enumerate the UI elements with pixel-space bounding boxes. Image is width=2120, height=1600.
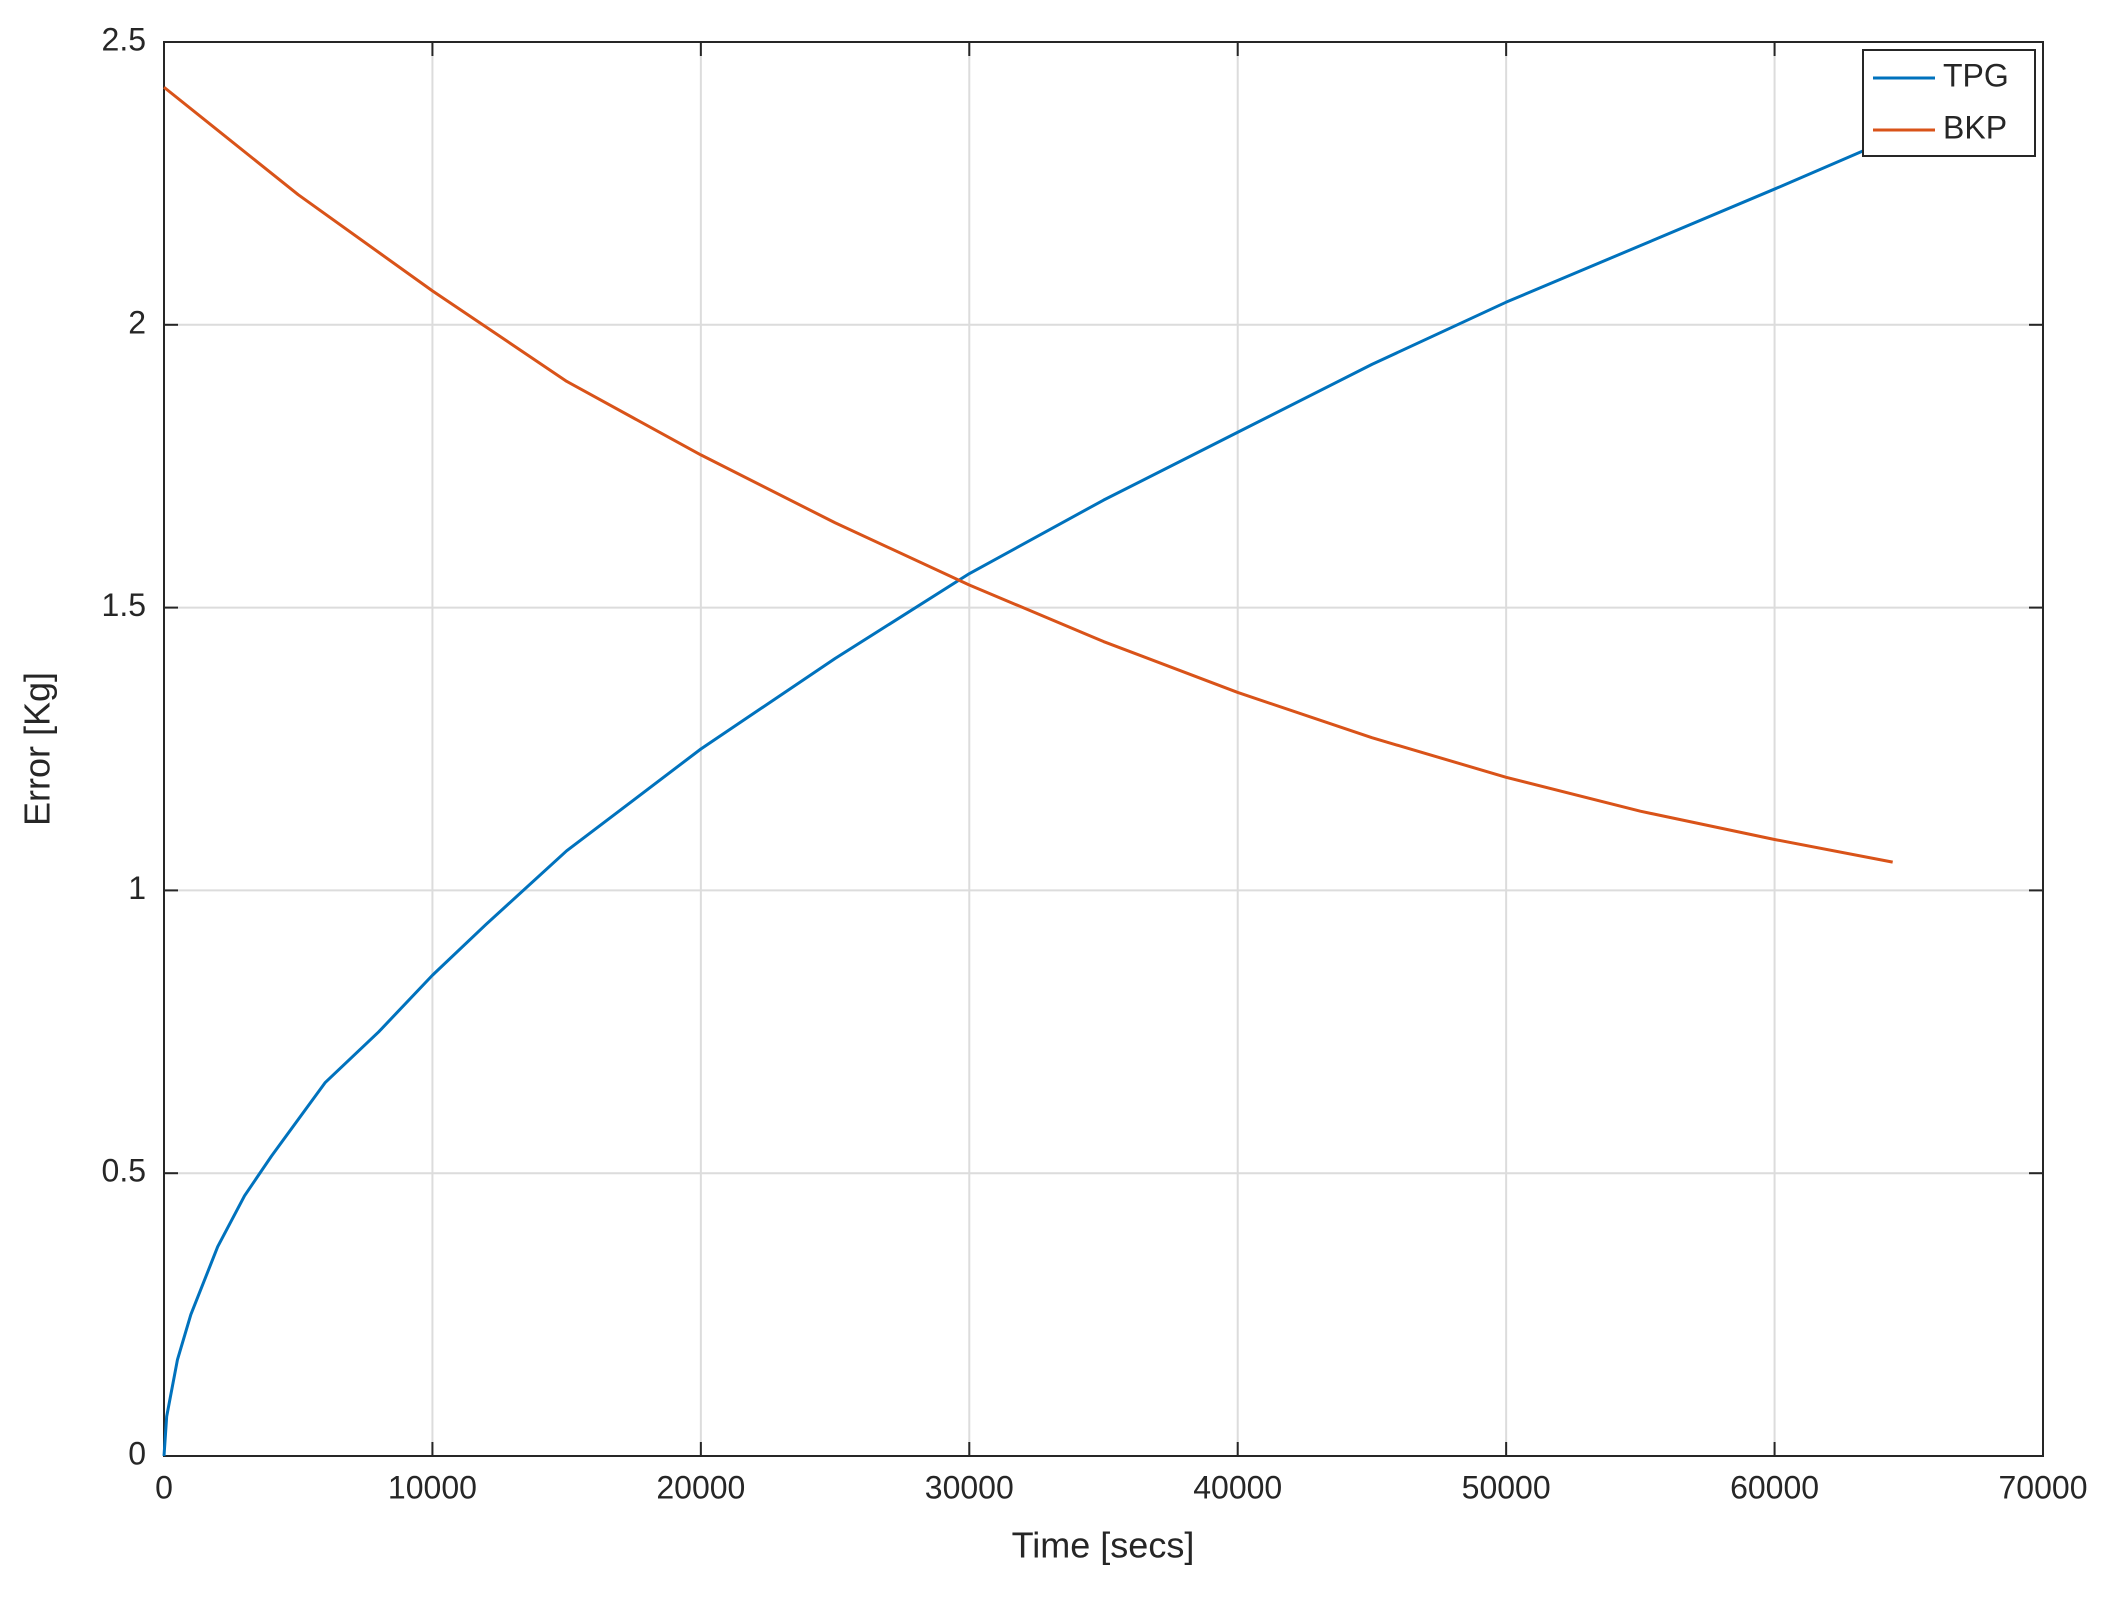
x-tick-label: 50000: [1462, 1469, 1551, 1505]
x-tick-label: 30000: [925, 1469, 1014, 1505]
plot-frame: [163, 41, 2044, 1457]
x-tick-label: 0: [155, 1469, 173, 1505]
y-tick-label: 0: [128, 1435, 146, 1471]
y-tick-label: 2: [128, 304, 146, 340]
x-tick-label: 10000: [388, 1469, 477, 1505]
x-tick-label: 70000: [1999, 1469, 2088, 1505]
series-line: [163, 86, 1893, 864]
x-tick-label: 60000: [1730, 1469, 1819, 1505]
x-axis-label: Time [secs]: [1012, 1525, 1195, 1566]
legend-label: TPG: [1943, 57, 2009, 93]
y-axis-label: Error [Kg]: [17, 672, 58, 826]
series-line: [162, 136, 1894, 1457]
x-tick-label: 20000: [656, 1469, 745, 1505]
y-tick-label: 2.5: [102, 21, 146, 57]
legend-box: [1862, 49, 2036, 157]
y-tick-label: 1.5: [102, 587, 146, 623]
y-tick-label: 0.5: [102, 1153, 146, 1189]
x-tick-label: 40000: [1193, 1469, 1282, 1505]
y-tick-label: 1: [128, 870, 146, 906]
legend-label: BKP: [1943, 109, 2007, 145]
